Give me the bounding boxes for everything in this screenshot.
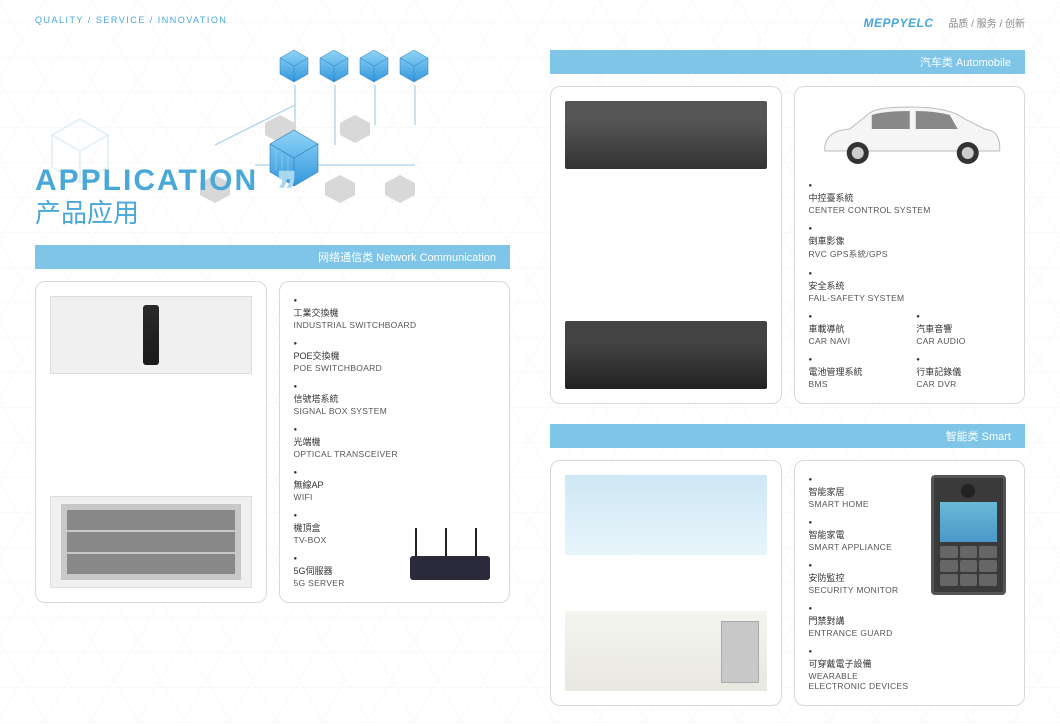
header-tagline-right: 品质 / 服务 / 创新 (948, 19, 1025, 30)
section-bar-automobile: 汽车类 Automobile (550, 50, 1025, 74)
car-interior-image (565, 101, 767, 169)
hero-title-cn: 产品应用 (35, 193, 139, 230)
header-tagline-left: QUALITY / SERVICE / INNOVATION (35, 15, 510, 25)
hero-graphic: ,, APPLICATION 产品应用 (35, 35, 510, 230)
router-image (405, 528, 495, 588)
server-image (50, 496, 252, 588)
car-seat-image (565, 321, 767, 389)
brand-logo: MEPPYELC (864, 16, 934, 30)
section-bar-network: 网络通信类 Network Communication (35, 245, 510, 269)
automobile-list: 中控臺系統CENTER CONTROL SYSTEM 倒車影像RVC GPS系統… (809, 181, 1011, 389)
smart-images-panel (550, 460, 782, 706)
intercom-image (931, 475, 1006, 595)
network-list-panel: 工業交換機INDUSTRIAL SWITCHBOARD POE交換機POE SW… (279, 281, 511, 603)
section-bar-smart: 智能类 Smart (550, 424, 1025, 448)
quote-marks-icon: ,, (275, 127, 290, 192)
network-images-panel (35, 281, 267, 603)
smart-list-panel: 智能家居SMART HOME 智能家電SMART APPLIANCE 安防監控S… (794, 460, 1026, 706)
smarthome-image (565, 475, 767, 555)
smart-list: 智能家居SMART HOME 智能家電SMART APPLIANCE 安防監控S… (809, 475, 917, 691)
automobile-list-panel: 中控臺系統CENTER CONTROL SYSTEM 倒車影像RVC GPS系統… (794, 86, 1026, 404)
car-image (809, 101, 1011, 171)
kitchen-image (565, 611, 767, 691)
automobile-images-panel (550, 86, 782, 404)
network-diagram-icon (175, 35, 455, 235)
header-right: MEPPYELC 品质 / 服务 / 创新 (550, 15, 1025, 30)
switch-image (50, 296, 252, 374)
